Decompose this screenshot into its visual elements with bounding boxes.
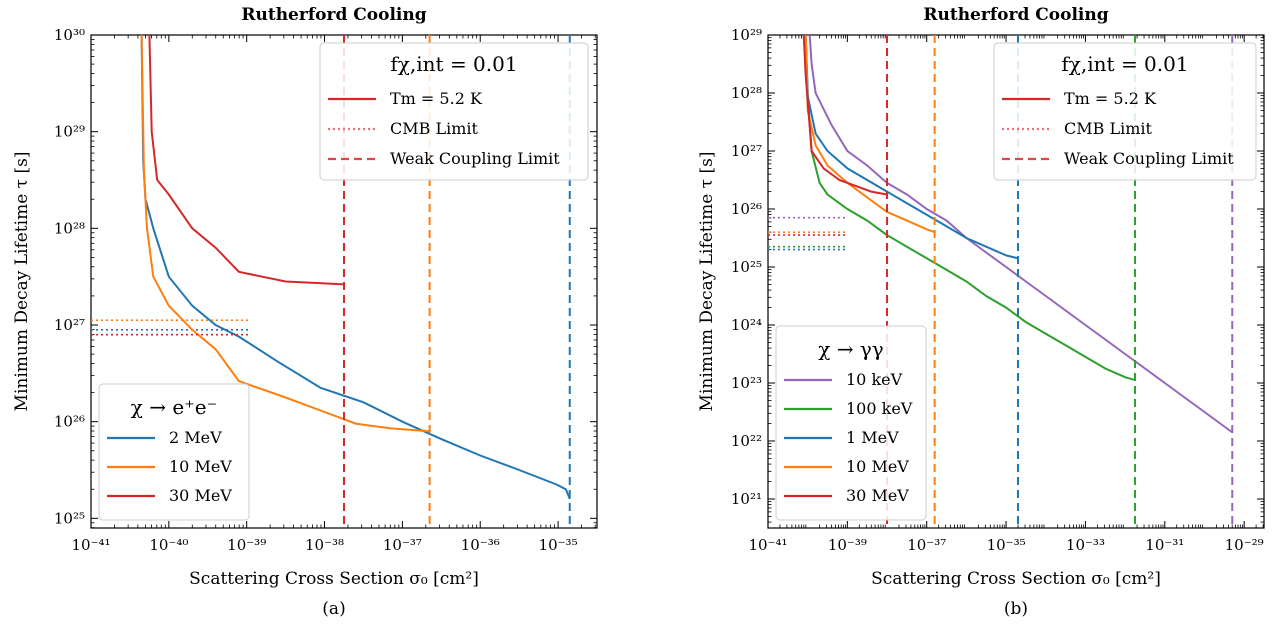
legend-frame <box>993 42 1257 181</box>
legend-title: χ → e⁺e⁻ <box>131 395 217 419</box>
legend-series: χ → e⁺e⁻ 2 MeV 10 MeV 30 MeV <box>98 383 250 521</box>
x-tick-label: 10⁻⁴⁰ <box>149 536 188 554</box>
legend-title: fχ,int = 0.01 <box>1061 52 1188 76</box>
y-tick-label: 10²⁸ <box>54 219 85 237</box>
y-tick-label: 10²² <box>731 432 762 450</box>
x-tick-label: 10⁻³⁷ <box>907 536 946 554</box>
x-tick-label: 10⁻³⁵ <box>539 536 578 554</box>
legend-entry-label: 30 MeV <box>169 486 232 505</box>
series-line-10-mev <box>804 35 936 234</box>
x-axis-label: Scattering Cross Section σ₀ [cm²] <box>871 569 1161 589</box>
y-tick-label: 10²⁹ <box>54 123 85 141</box>
y-tick-label: 10²⁵ <box>731 258 762 276</box>
x-tick-label: 10⁻³¹ <box>1145 536 1184 554</box>
panel-label: (a) <box>322 599 345 619</box>
y-tick-label: 10²¹ <box>731 490 762 508</box>
y-tick-label: 10²⁷ <box>731 142 762 160</box>
legend-entry-label: CMB Limit <box>1064 119 1153 138</box>
y-axis-label: Minimum Decay Lifetime τ [s] <box>12 152 32 412</box>
legend-entry-label: 30 MeV <box>846 486 909 505</box>
legend-entry-label: 10 MeV <box>846 457 909 476</box>
y-axis-label: Minimum Decay Lifetime τ [s] <box>697 152 717 412</box>
x-tick-label: 10⁻³⁹ <box>828 536 867 554</box>
legend-entry-label: 2 MeV <box>169 428 222 447</box>
x-tick-label: 10⁻⁴¹ <box>748 536 787 554</box>
y-tick-label: 10²⁹ <box>731 26 762 44</box>
legend-entry-label: CMB Limit <box>390 119 479 138</box>
legend-series: χ → γγ 10 keV 100 keV 1 MeV 10 MeV 30 MeV <box>775 325 927 521</box>
legend-entry-label: 100 keV <box>846 399 913 418</box>
panel-label: (b) <box>1004 599 1028 619</box>
legend-entry-label: 10 MeV <box>169 457 232 476</box>
x-tick-label: 10⁻⁴¹ <box>71 536 110 554</box>
y-tick-label: 10²⁶ <box>731 200 762 218</box>
legend-title: χ → γγ <box>818 337 884 361</box>
series-line-10-mev <box>140 35 430 433</box>
series-line-30-mev <box>148 35 345 286</box>
legend-entry-label: Tm = 5.2 K <box>1064 89 1157 108</box>
x-tick-label: 10⁻²⁹ <box>1225 536 1264 554</box>
series-line-100-kev <box>804 35 1136 382</box>
plot-frame <box>767 34 1265 529</box>
legend-title: fχ,int = 0.01 <box>390 52 517 76</box>
x-tick-label: 10⁻³⁹ <box>227 536 266 554</box>
x-axis-label: Scattering Cross Section σ₀ [cm²] <box>189 569 479 589</box>
y-tick-label: 10²⁷ <box>54 316 85 334</box>
legend-entry-label: Weak Coupling Limit <box>390 149 560 168</box>
legend-frame <box>319 42 589 181</box>
legend-style: fχ,int = 0.01 Tm = 5.2 K CMB Limit Weak Cou… <box>319 42 589 181</box>
x-tick-label: 10⁻³³ <box>1066 536 1105 554</box>
y-tick-label: 10³⁰ <box>54 26 85 44</box>
legend-entry-label: 1 MeV <box>846 428 899 447</box>
y-tick-label: 10²⁴ <box>731 316 762 334</box>
chart-title: Rutherford Cooling <box>241 5 426 25</box>
legend-style: fχ,int = 0.01 Tm = 5.2 K CMB Limit Weak Cou… <box>993 42 1257 181</box>
series-line-30-mev <box>802 35 888 196</box>
legend-entry-label: Weak Coupling Limit <box>1064 149 1234 168</box>
chart-title: Rutherford Cooling <box>923 5 1108 25</box>
x-tick-label: 10⁻³⁵ <box>987 536 1026 554</box>
legend-entry-label: 10 keV <box>846 370 903 389</box>
panel-a: 10⁻⁴¹ 10⁻⁴⁰ 10⁻³⁹ 10⁻³⁸ 10⁻³⁷ 10⁻³⁶ 10⁻³⁵ 10²⁵ 1… <box>12 5 598 619</box>
x-tick-label: 10⁻³⁷ <box>383 536 422 554</box>
y-tick-label: 10²⁵ <box>54 509 85 527</box>
legend-entry-label: Tm = 5.2 K <box>390 89 483 108</box>
x-tick-label: 10⁻³⁶ <box>461 536 500 554</box>
legend-frame <box>775 325 927 521</box>
legend-frame <box>98 383 250 521</box>
y-tick-label: 10²⁸ <box>731 84 762 102</box>
series-line-1-mev <box>804 35 1019 260</box>
x-tick-label: 10⁻³⁸ <box>305 536 344 554</box>
series-line-2-mev <box>140 35 571 500</box>
series-line-10-kev <box>808 35 1233 434</box>
y-tick-label: 10²³ <box>731 374 762 392</box>
panel-b: 10⁻⁴¹ 10⁻³⁹ 10⁻³⁷ 10⁻³⁵ 10⁻³³ 10⁻³¹ 10⁻²⁹ 10²¹ 1… <box>697 5 1265 619</box>
y-tick-label: 10²⁶ <box>54 413 85 431</box>
